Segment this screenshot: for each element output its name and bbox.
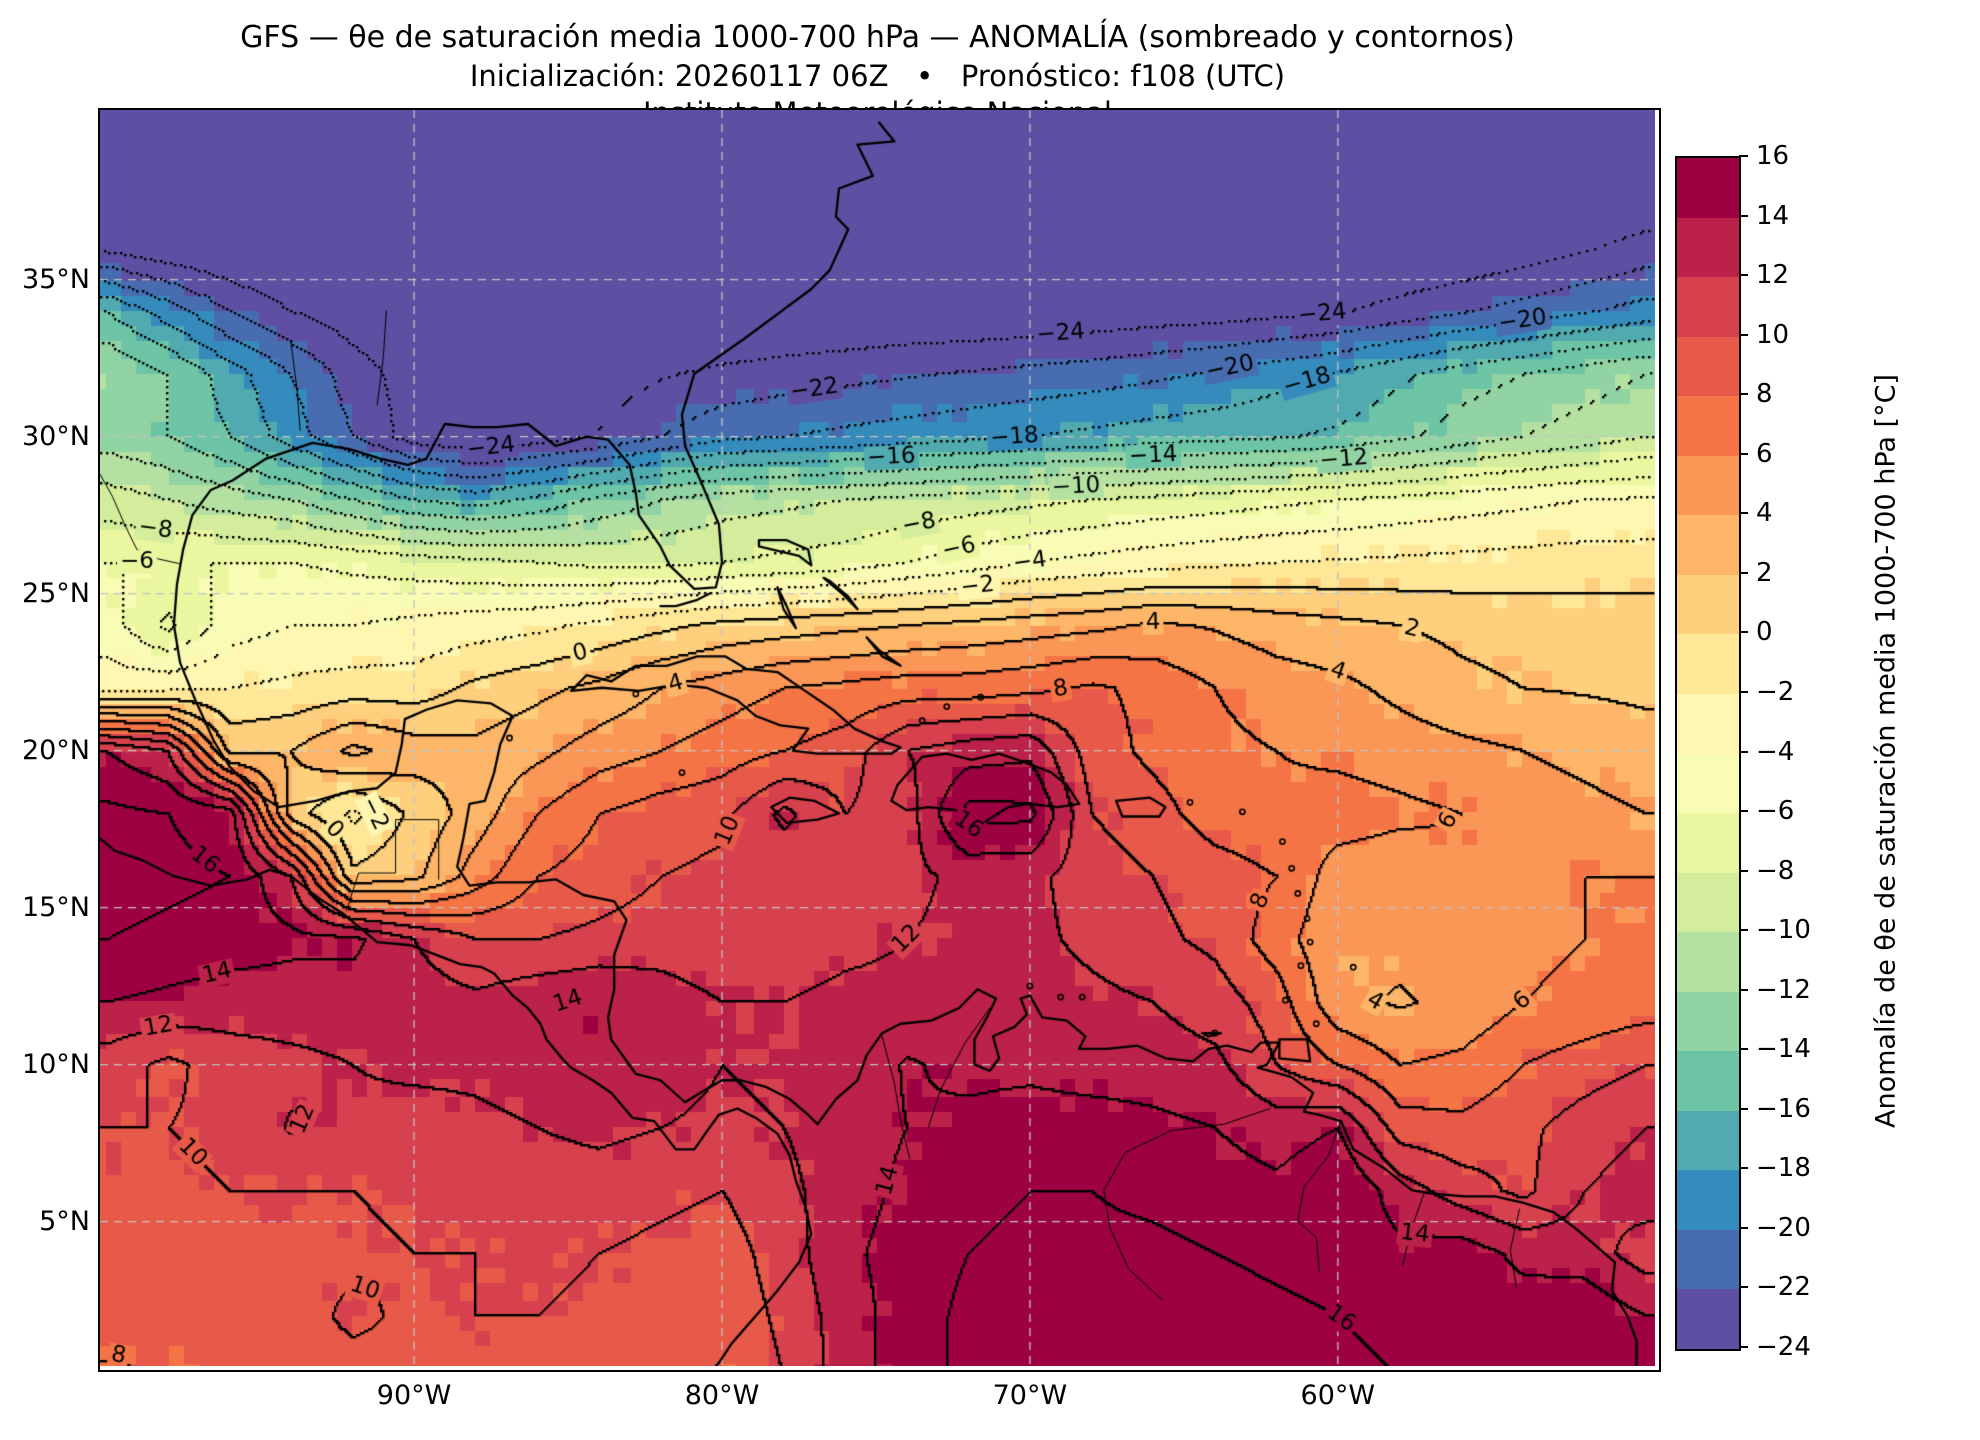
x-tick-label: 80°W xyxy=(684,1380,760,1411)
colorbar xyxy=(1675,156,1741,1351)
colorbar-tick xyxy=(1739,631,1748,634)
colorbar-tick xyxy=(1739,1346,1748,1348)
y-tick-label: 20°N xyxy=(21,734,90,766)
colorbar-tick-label: −10 xyxy=(1756,915,1811,946)
colorbar-tick-label: 8 xyxy=(1756,379,1773,410)
colorbar-tick xyxy=(1739,869,1748,872)
colorbar-tick-label: 12 xyxy=(1756,260,1790,291)
colorbar-cell xyxy=(1677,693,1739,754)
colorbar-label: Anomalía de θe de saturación media 1000-… xyxy=(1870,374,1902,1129)
y-tick-label: 15°N xyxy=(21,891,90,923)
colorbar-tick xyxy=(1739,1286,1748,1289)
map-canvas xyxy=(100,110,1655,1366)
colorbar-tick xyxy=(1739,750,1748,753)
colorbar-tick xyxy=(1739,810,1748,813)
colorbar-cell xyxy=(1677,455,1739,516)
colorbar-cell xyxy=(1677,574,1739,635)
colorbar-tick-label: 16 xyxy=(1756,141,1790,171)
x-tick-label: 60°W xyxy=(1300,1380,1376,1411)
colorbar-tick-label: −6 xyxy=(1756,796,1795,827)
colorbar-tick-label: 6 xyxy=(1756,438,1773,469)
colorbar-tick xyxy=(1739,571,1748,574)
colorbar-tick-label: 14 xyxy=(1756,200,1790,231)
colorbar-tick xyxy=(1739,1107,1748,1110)
chart-title: GFS — θe de saturación media 1000-700 hP… xyxy=(240,20,1515,55)
colorbar-tick xyxy=(1739,452,1748,455)
colorbar-cell xyxy=(1677,396,1739,457)
colorbar-tick xyxy=(1739,333,1748,336)
colorbar-cell xyxy=(1677,277,1739,338)
colorbar-cell xyxy=(1677,1289,1739,1350)
colorbar-tick xyxy=(1739,155,1748,157)
y-tick-label: 25°N xyxy=(21,577,90,609)
colorbar-tick xyxy=(1739,929,1748,932)
colorbar-cell xyxy=(1677,336,1739,397)
colorbar-cell xyxy=(1677,515,1739,576)
colorbar-tick-label: 0 xyxy=(1756,617,1773,648)
colorbar-cell xyxy=(1677,1110,1739,1171)
colorbar-tick-label: −4 xyxy=(1756,736,1795,767)
colorbar-tick xyxy=(1739,1226,1748,1229)
colorbar-tick xyxy=(1739,690,1748,693)
colorbar-tick-label: −2 xyxy=(1756,676,1795,707)
colorbar-cell xyxy=(1677,634,1739,695)
x-tick-label: 70°W xyxy=(992,1380,1068,1411)
colorbar-cell xyxy=(1677,991,1739,1052)
colorbar-cell xyxy=(1677,932,1739,993)
colorbar-cell xyxy=(1677,158,1739,219)
colorbar-tick-label: −24 xyxy=(1756,1332,1811,1362)
colorbar-tick-label: −22 xyxy=(1756,1272,1811,1303)
colorbar-tick xyxy=(1739,988,1748,991)
colorbar-cell xyxy=(1677,753,1739,814)
y-tick-label: 5°N xyxy=(39,1205,90,1237)
x-tick-label: 90°W xyxy=(376,1380,452,1411)
colorbar-tick-label: −16 xyxy=(1756,1093,1811,1124)
colorbar-tick-label: 4 xyxy=(1756,498,1773,529)
colorbar-tick-label: −18 xyxy=(1756,1153,1811,1184)
colorbar-tick-label: 2 xyxy=(1756,557,1773,588)
colorbar-cell xyxy=(1677,813,1739,874)
y-tick-label: 30°N xyxy=(21,420,90,452)
colorbar-tick xyxy=(1739,393,1748,396)
y-tick-label: 35°N xyxy=(21,263,90,295)
colorbar-tick xyxy=(1739,1167,1748,1170)
colorbar-tick-label: −14 xyxy=(1756,1034,1811,1065)
colorbar-tick xyxy=(1739,214,1748,217)
colorbar-tick-label: 10 xyxy=(1756,319,1790,350)
colorbar-tick xyxy=(1739,274,1748,277)
y-tick-label: 10°N xyxy=(21,1048,90,1080)
colorbar-cell xyxy=(1677,1229,1739,1290)
colorbar-cell xyxy=(1677,217,1739,278)
colorbar-tick-label: −12 xyxy=(1756,974,1811,1005)
chart-subtitle-init-forecast: Inicialización: 20260117 06Z • Pronóstic… xyxy=(469,59,1286,93)
colorbar-tick xyxy=(1739,512,1748,515)
colorbar-cell xyxy=(1677,1051,1739,1112)
colorbar-cell xyxy=(1677,872,1739,933)
map-frame xyxy=(98,108,1661,1372)
colorbar-tick-label: −20 xyxy=(1756,1212,1811,1243)
colorbar-tick xyxy=(1739,1048,1748,1051)
colorbar-tick-label: −8 xyxy=(1756,855,1795,886)
colorbar-cell xyxy=(1677,1170,1739,1231)
